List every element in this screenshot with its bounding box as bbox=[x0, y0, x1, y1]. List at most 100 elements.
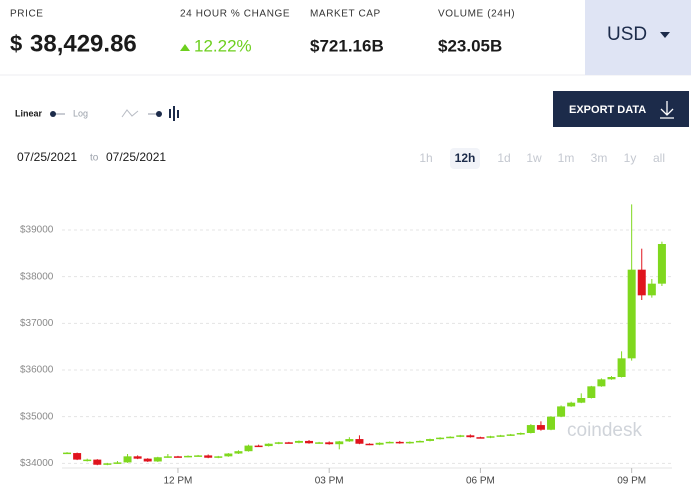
candle-body bbox=[516, 433, 525, 435]
download-icon[interactable] bbox=[660, 101, 674, 119]
candle-body bbox=[617, 358, 626, 377]
candle-body bbox=[173, 456, 182, 458]
candle-body bbox=[506, 434, 515, 436]
y-tick-label: $37000 bbox=[20, 318, 54, 329]
candle-body bbox=[133, 456, 142, 459]
candle-body bbox=[315, 442, 324, 444]
dropdown-caret[interactable] bbox=[660, 32, 670, 38]
candle-body bbox=[415, 440, 424, 443]
chart: $34000 $35000 $36000 $37000 $38000 $39000 12 P… bbox=[20, 204, 672, 487]
candle-body bbox=[567, 402, 576, 407]
candle-body bbox=[627, 269, 636, 359]
currency-select[interactable]: USD bbox=[585, 0, 691, 75]
candle-body bbox=[284, 442, 293, 444]
date-from: 07/25/2021 bbox=[17, 150, 77, 164]
candle-body bbox=[587, 386, 596, 398]
y-tick-label: $36000 bbox=[20, 365, 54, 376]
chart-toggle-knob[interactable] bbox=[156, 111, 162, 117]
candle-body bbox=[63, 452, 72, 455]
candle-body bbox=[153, 457, 162, 462]
candle-body bbox=[305, 440, 314, 444]
range-button[interactable]: 1h bbox=[419, 151, 432, 165]
watermark: coindesk bbox=[567, 420, 642, 441]
candle-body bbox=[224, 453, 233, 457]
candle-body bbox=[577, 398, 586, 403]
currency-box[interactable] bbox=[585, 0, 691, 75]
candle-body bbox=[557, 406, 566, 417]
candle-body bbox=[73, 453, 82, 460]
candle-body bbox=[274, 442, 283, 444]
market-cap: $721.16B bbox=[310, 36, 384, 55]
candle-body bbox=[355, 439, 364, 444]
candle-body bbox=[123, 456, 132, 463]
candle-body bbox=[597, 379, 606, 387]
candle-body bbox=[456, 435, 465, 437]
candle-body bbox=[244, 445, 253, 452]
candle-body bbox=[234, 451, 243, 454]
candle-body bbox=[637, 269, 646, 296]
export-box[interactable] bbox=[553, 91, 689, 127]
range-button[interactable]: 1m bbox=[558, 151, 575, 165]
market-cap-label: MARKET CAP bbox=[310, 9, 381, 20]
candle-body bbox=[294, 440, 303, 443]
candle-body bbox=[365, 443, 374, 446]
x-tick-label: 12 PM bbox=[163, 476, 192, 487]
candle-body bbox=[395, 441, 404, 444]
range-button[interactable]: 1d bbox=[497, 151, 510, 165]
export-label[interactable]: EXPORT DATA bbox=[569, 104, 646, 116]
candle-body bbox=[496, 435, 505, 437]
candle-chart-icon[interactable] bbox=[169, 106, 179, 121]
candle-body bbox=[375, 442, 384, 445]
line-chart-icon[interactable] bbox=[121, 109, 139, 118]
currency[interactable]: USD bbox=[607, 24, 647, 45]
candle-body bbox=[325, 442, 334, 445]
range-button[interactable]: 3m bbox=[591, 151, 608, 165]
x-tick-label: 09 PM bbox=[617, 476, 646, 487]
linear-label[interactable]: Linear bbox=[15, 108, 43, 118]
candle-body bbox=[476, 437, 485, 439]
range-button[interactable]: 1y bbox=[624, 151, 637, 165]
candle-body bbox=[204, 455, 213, 458]
y-tick-label: $34000 bbox=[20, 458, 54, 469]
candle-body bbox=[436, 437, 445, 440]
candle-body bbox=[83, 459, 92, 462]
x-tick-label: 06 PM bbox=[466, 476, 495, 487]
export-button[interactable]: EXPORT DATA bbox=[553, 91, 689, 127]
volume: $23.05B bbox=[438, 36, 502, 55]
volume-label: VOLUME (24H) bbox=[438, 9, 515, 20]
range-button[interactable]: all bbox=[653, 151, 665, 165]
change: 12.22% bbox=[194, 36, 252, 55]
candle-body bbox=[163, 456, 172, 458]
candle-body bbox=[93, 459, 102, 465]
header bbox=[0, 0, 691, 75]
price-label: PRICE bbox=[10, 9, 44, 20]
candle-body bbox=[194, 455, 203, 457]
candle-body bbox=[466, 435, 475, 438]
candle-body bbox=[426, 439, 435, 441]
candle-body bbox=[254, 445, 263, 448]
x-tick-label: 03 PM bbox=[315, 476, 344, 487]
y-tick-label: $39000 bbox=[20, 225, 54, 236]
candle-body bbox=[335, 441, 344, 445]
range-selected-bg[interactable] bbox=[450, 148, 480, 169]
candle-body bbox=[657, 244, 666, 284]
date-sep: to bbox=[90, 153, 99, 164]
candle-body bbox=[385, 441, 394, 444]
date-to: 07/25/2021 bbox=[106, 150, 166, 164]
range-button[interactable]: 12h bbox=[455, 151, 476, 165]
change-label: 24 HOUR % CHANGE bbox=[180, 9, 290, 20]
candle-body bbox=[264, 443, 273, 447]
candle-body bbox=[607, 377, 616, 380]
y-tick-label: $38000 bbox=[20, 271, 54, 282]
candle-body bbox=[405, 441, 414, 444]
candle-body bbox=[536, 425, 545, 430]
candle-body bbox=[184, 455, 193, 458]
range-button[interactable]: 1w bbox=[526, 151, 542, 165]
range-buttons: 1h 12h 1d 1w 1m 3m 1y all bbox=[419, 148, 665, 169]
candle-body bbox=[345, 439, 354, 442]
candle-body bbox=[103, 463, 112, 465]
y-tick-label: $35000 bbox=[20, 411, 54, 422]
log-label[interactable]: Log bbox=[73, 108, 88, 118]
scale-toggle-knob[interactable] bbox=[50, 111, 56, 117]
